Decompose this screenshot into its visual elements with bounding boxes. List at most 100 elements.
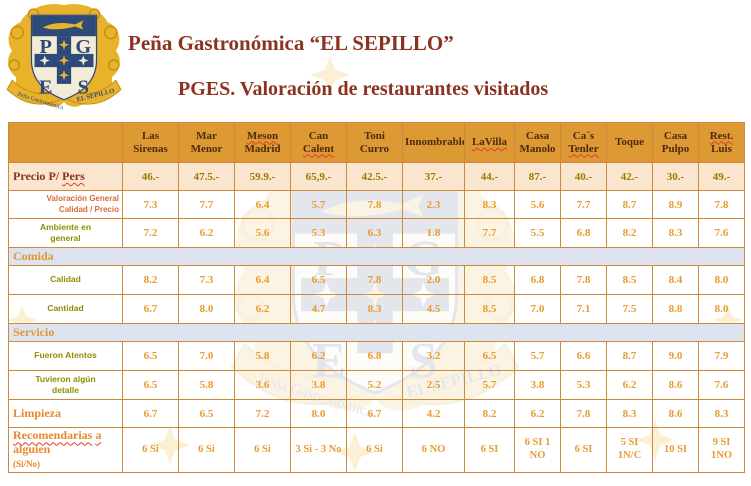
rating-cell: 6.6	[560, 341, 607, 371]
column-header: Toni Curro	[346, 122, 403, 163]
rating-cell: 5.2	[346, 370, 403, 400]
rating-cell: 37.-	[402, 162, 465, 191]
rating-cell: 9 SI 1NO	[698, 427, 745, 473]
rating-cell: 8.0	[698, 265, 745, 295]
rating-cell: 7.1	[560, 294, 607, 324]
rating-cell: 5.5	[514, 218, 561, 248]
rating-cell: 6.7	[122, 399, 179, 428]
column-header: Mar Menor	[178, 122, 235, 163]
rating-cell: 7.2	[234, 399, 291, 428]
rating-cell: 5.7	[464, 370, 515, 400]
rating-cell: 7.8	[346, 265, 403, 295]
section-header: Comida	[8, 247, 745, 266]
rating-cell: 8.8	[652, 294, 699, 324]
rating-cell: 7.3	[178, 265, 235, 295]
rating-cell: 6.5	[122, 341, 179, 371]
rating-cell: 2.0	[402, 265, 465, 295]
rating-cell: 8.3	[698, 399, 745, 428]
row-label: Recomendarias a alguien (Si/No)	[8, 427, 123, 473]
rating-cell: 65,9.-	[290, 162, 347, 191]
rating-cell: 5.8	[234, 341, 291, 371]
rating-cell: 7.0	[178, 341, 235, 371]
rating-cell: 87.-	[514, 162, 561, 191]
rating-cell: 3.2	[402, 341, 465, 371]
table-row: Servicio	[8, 323, 745, 342]
rating-cell: 7.2	[122, 218, 179, 248]
rating-cell: 5 SI 1N/C	[606, 427, 653, 473]
rating-cell: 7.6	[698, 218, 745, 248]
rating-cell: 6.5	[464, 341, 515, 371]
rating-cell: 46.-	[122, 162, 179, 191]
rating-cell: 7.5	[606, 294, 653, 324]
table-row: Fueron Atentos 6.5 7.0 5.8 6.2 6.8 3.2 6.5 5.7 6.…	[8, 341, 745, 371]
table-row: Limpieza 6.7 6.5 7.2 8.0 6.7 4.2 8.2 6.2 7.8 8.3 8.…	[8, 399, 745, 428]
rating-cell: 6.8	[560, 218, 607, 248]
column-header: Can Calent	[290, 122, 347, 163]
row-label: Ambiente en general	[8, 218, 123, 248]
table-row: Calidad 8.2 7.3 6.4 6.5 7.8 2.0 8.5 6.8 7.8 8.5 8.4…	[8, 265, 745, 295]
rating-cell: 5.7	[290, 190, 347, 219]
rating-cell: 8.5	[606, 265, 653, 295]
rating-cell: 2.3	[402, 190, 465, 219]
club-crest-logo: P G E S Peña Gastronómica EL SEPILLO	[3, 2, 125, 118]
rating-cell: 8.7	[606, 190, 653, 219]
rating-cell: 7.8	[346, 190, 403, 219]
rating-cell: 5.8	[178, 370, 235, 400]
rating-cell: 7.8	[560, 399, 607, 428]
rating-cell: 7.7	[178, 190, 235, 219]
table-header: Las Sirenas Mar Menor Meson Madrid Can Calent To…	[8, 122, 745, 163]
table-row: Tuvieron algún detalle 6.5 5.8 3.6 3.8 5.2 2.5 5…	[8, 370, 745, 400]
rating-cell: 42.-	[606, 162, 653, 191]
row-label: Tuvieron algún detalle	[8, 370, 123, 400]
row-label: Fueron Atentos	[8, 341, 123, 371]
rating-cell: 6.8	[346, 341, 403, 371]
rating-cell: 6.5	[290, 265, 347, 295]
table-row: Valoración General Calidad / Precio 7.3 7.7…	[8, 190, 745, 219]
rating-cell: 6 SI	[464, 427, 515, 473]
corner-cell	[8, 122, 123, 163]
table-row: Recomendarias a alguien (Si/No) 6 Si 6 Si 6 S…	[8, 427, 745, 473]
rating-cell: 6.7	[346, 399, 403, 428]
rating-cell: 8.9	[652, 190, 699, 219]
table-row: Ambiente en general 7.2 6.2 5.6 5.3 6.3 1.8 7.7 5…	[8, 218, 745, 248]
table-row: Cantidad 6.7 8.0 6.2 4.7 8.3 4.5 8.5 7.0 7.1 7.5 8.…	[8, 294, 745, 324]
row-label: Precio P/ Pers	[8, 162, 123, 191]
rating-cell: 3.8	[290, 370, 347, 400]
rating-cell: 8.2	[122, 265, 179, 295]
rating-cell: 8.2	[464, 399, 515, 428]
rating-cell: 6 SI 1 NO	[514, 427, 561, 473]
column-header: LaVilla	[464, 122, 515, 163]
column-header: Ca´s Tenler	[560, 122, 607, 163]
rating-cell: 6 Si	[122, 427, 179, 473]
ratings-table: Las Sirenas Mar Menor Meson Madrid Can Calent To…	[8, 122, 745, 473]
rating-cell: 2.5	[402, 370, 465, 400]
rating-cell: 8.5	[464, 294, 515, 324]
rating-cell: 5.7	[514, 341, 561, 371]
row-label: Limpieza	[8, 399, 123, 428]
rating-cell: 8.0	[178, 294, 235, 324]
section-header: Servicio	[8, 323, 745, 342]
table-row: Comida	[8, 247, 745, 266]
rating-cell: 42.5.-	[346, 162, 403, 191]
rating-cell: 8.0	[698, 294, 745, 324]
rating-cell: 1.8	[402, 218, 465, 248]
rating-cell: 3.6	[234, 370, 291, 400]
rating-cell: 6.2	[234, 294, 291, 324]
rating-cell: 7.0	[514, 294, 561, 324]
rating-cell: 6.5	[178, 399, 235, 428]
rating-cell: 59.9.-	[234, 162, 291, 191]
rating-cell: 6 Si	[346, 427, 403, 473]
rating-cell: 7.7	[464, 218, 515, 248]
rating-cell: 40.-	[560, 162, 607, 191]
rating-cell: 4.5	[402, 294, 465, 324]
rating-cell: 5.3	[560, 370, 607, 400]
column-header: Las Sirenas	[122, 122, 179, 163]
rating-cell: 8.0	[290, 399, 347, 428]
rating-cell: 6 Si	[234, 427, 291, 473]
rating-cell: 9.0	[652, 341, 699, 371]
rating-cell: 4.2	[402, 399, 465, 428]
rating-cell: 8.4	[652, 265, 699, 295]
rating-cell: 6.5	[122, 370, 179, 400]
rating-cell: 6.4	[234, 190, 291, 219]
